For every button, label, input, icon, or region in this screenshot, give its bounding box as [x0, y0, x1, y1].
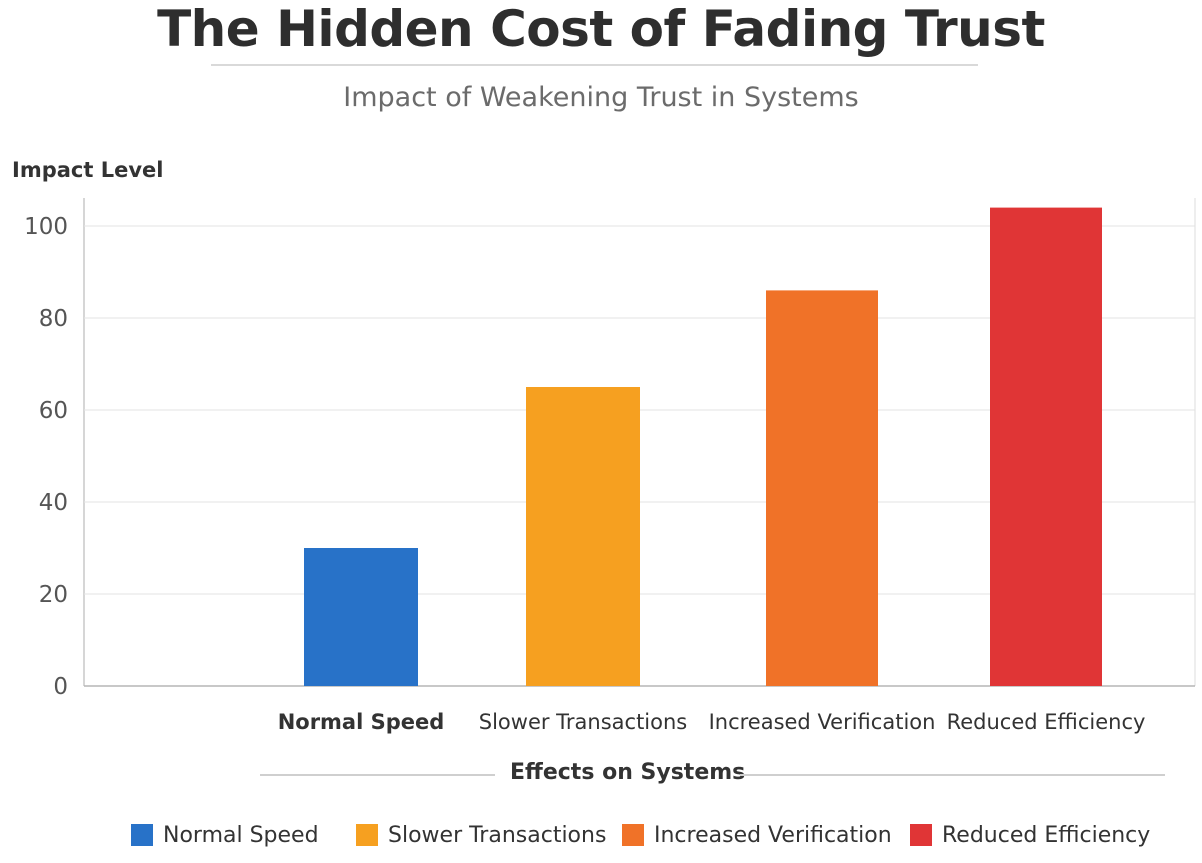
chart-legend: Normal Speed Slower Transactions Increased… [0, 820, 1202, 850]
legend-item-reduced-efficiency: Reduced Efficiency [910, 820, 1150, 850]
bar-increased-verification [766, 290, 878, 686]
chart-title: The Hidden Cost of Fading Trust [157, 0, 1045, 58]
x-tick-label-slower-transactions: Slower Transactions [479, 710, 688, 734]
legend-item-normal-speed: Normal Speed [131, 820, 319, 850]
y-tick-label-20: 20 [39, 582, 68, 608]
x-axis-label-group: Effects on Systems [260, 758, 1165, 792]
legend-swatch [622, 824, 644, 846]
x-tick-label-increased-verification: Increased Verification [709, 710, 936, 734]
legend-label: Slower Transactions [388, 822, 607, 848]
x-axis-label-rule-right [740, 774, 1165, 776]
bar-slower-transactions [526, 387, 640, 686]
y-tick-label-0: 0 [53, 674, 68, 700]
legend-item-slower-transactions: Slower Transactions [356, 820, 606, 850]
x-tick-label-reduced-efficiency: Reduced Efficiency [947, 710, 1146, 734]
legend-label: Normal Speed [163, 822, 319, 848]
bar-normal-speed [304, 548, 418, 686]
y-tick-label-60: 60 [39, 398, 68, 424]
y-tick-label-80: 80 [39, 306, 68, 332]
bar-reduced-efficiency [990, 207, 1102, 686]
y-axis-label: Impact Level [12, 158, 164, 182]
legend-label: Increased Verification [654, 822, 892, 848]
x-axis-label: Effects on Systems [510, 760, 746, 785]
y-tick-label-100: 100 [24, 214, 68, 240]
title-divider [211, 64, 978, 66]
y-tick-label-40: 40 [39, 490, 68, 516]
x-axis-label-rule-left [260, 774, 495, 776]
legend-label: Reduced Efficiency [942, 822, 1151, 848]
legend-item-increased-verification: Increased Verification [622, 820, 892, 850]
legend-swatch [131, 824, 153, 846]
chart-subtitle: Impact of Weakening Trust in Systems [343, 82, 859, 113]
legend-swatch [356, 824, 378, 846]
x-tick-label-normal-speed: Normal Speed [278, 710, 445, 734]
legend-swatch [910, 824, 932, 846]
